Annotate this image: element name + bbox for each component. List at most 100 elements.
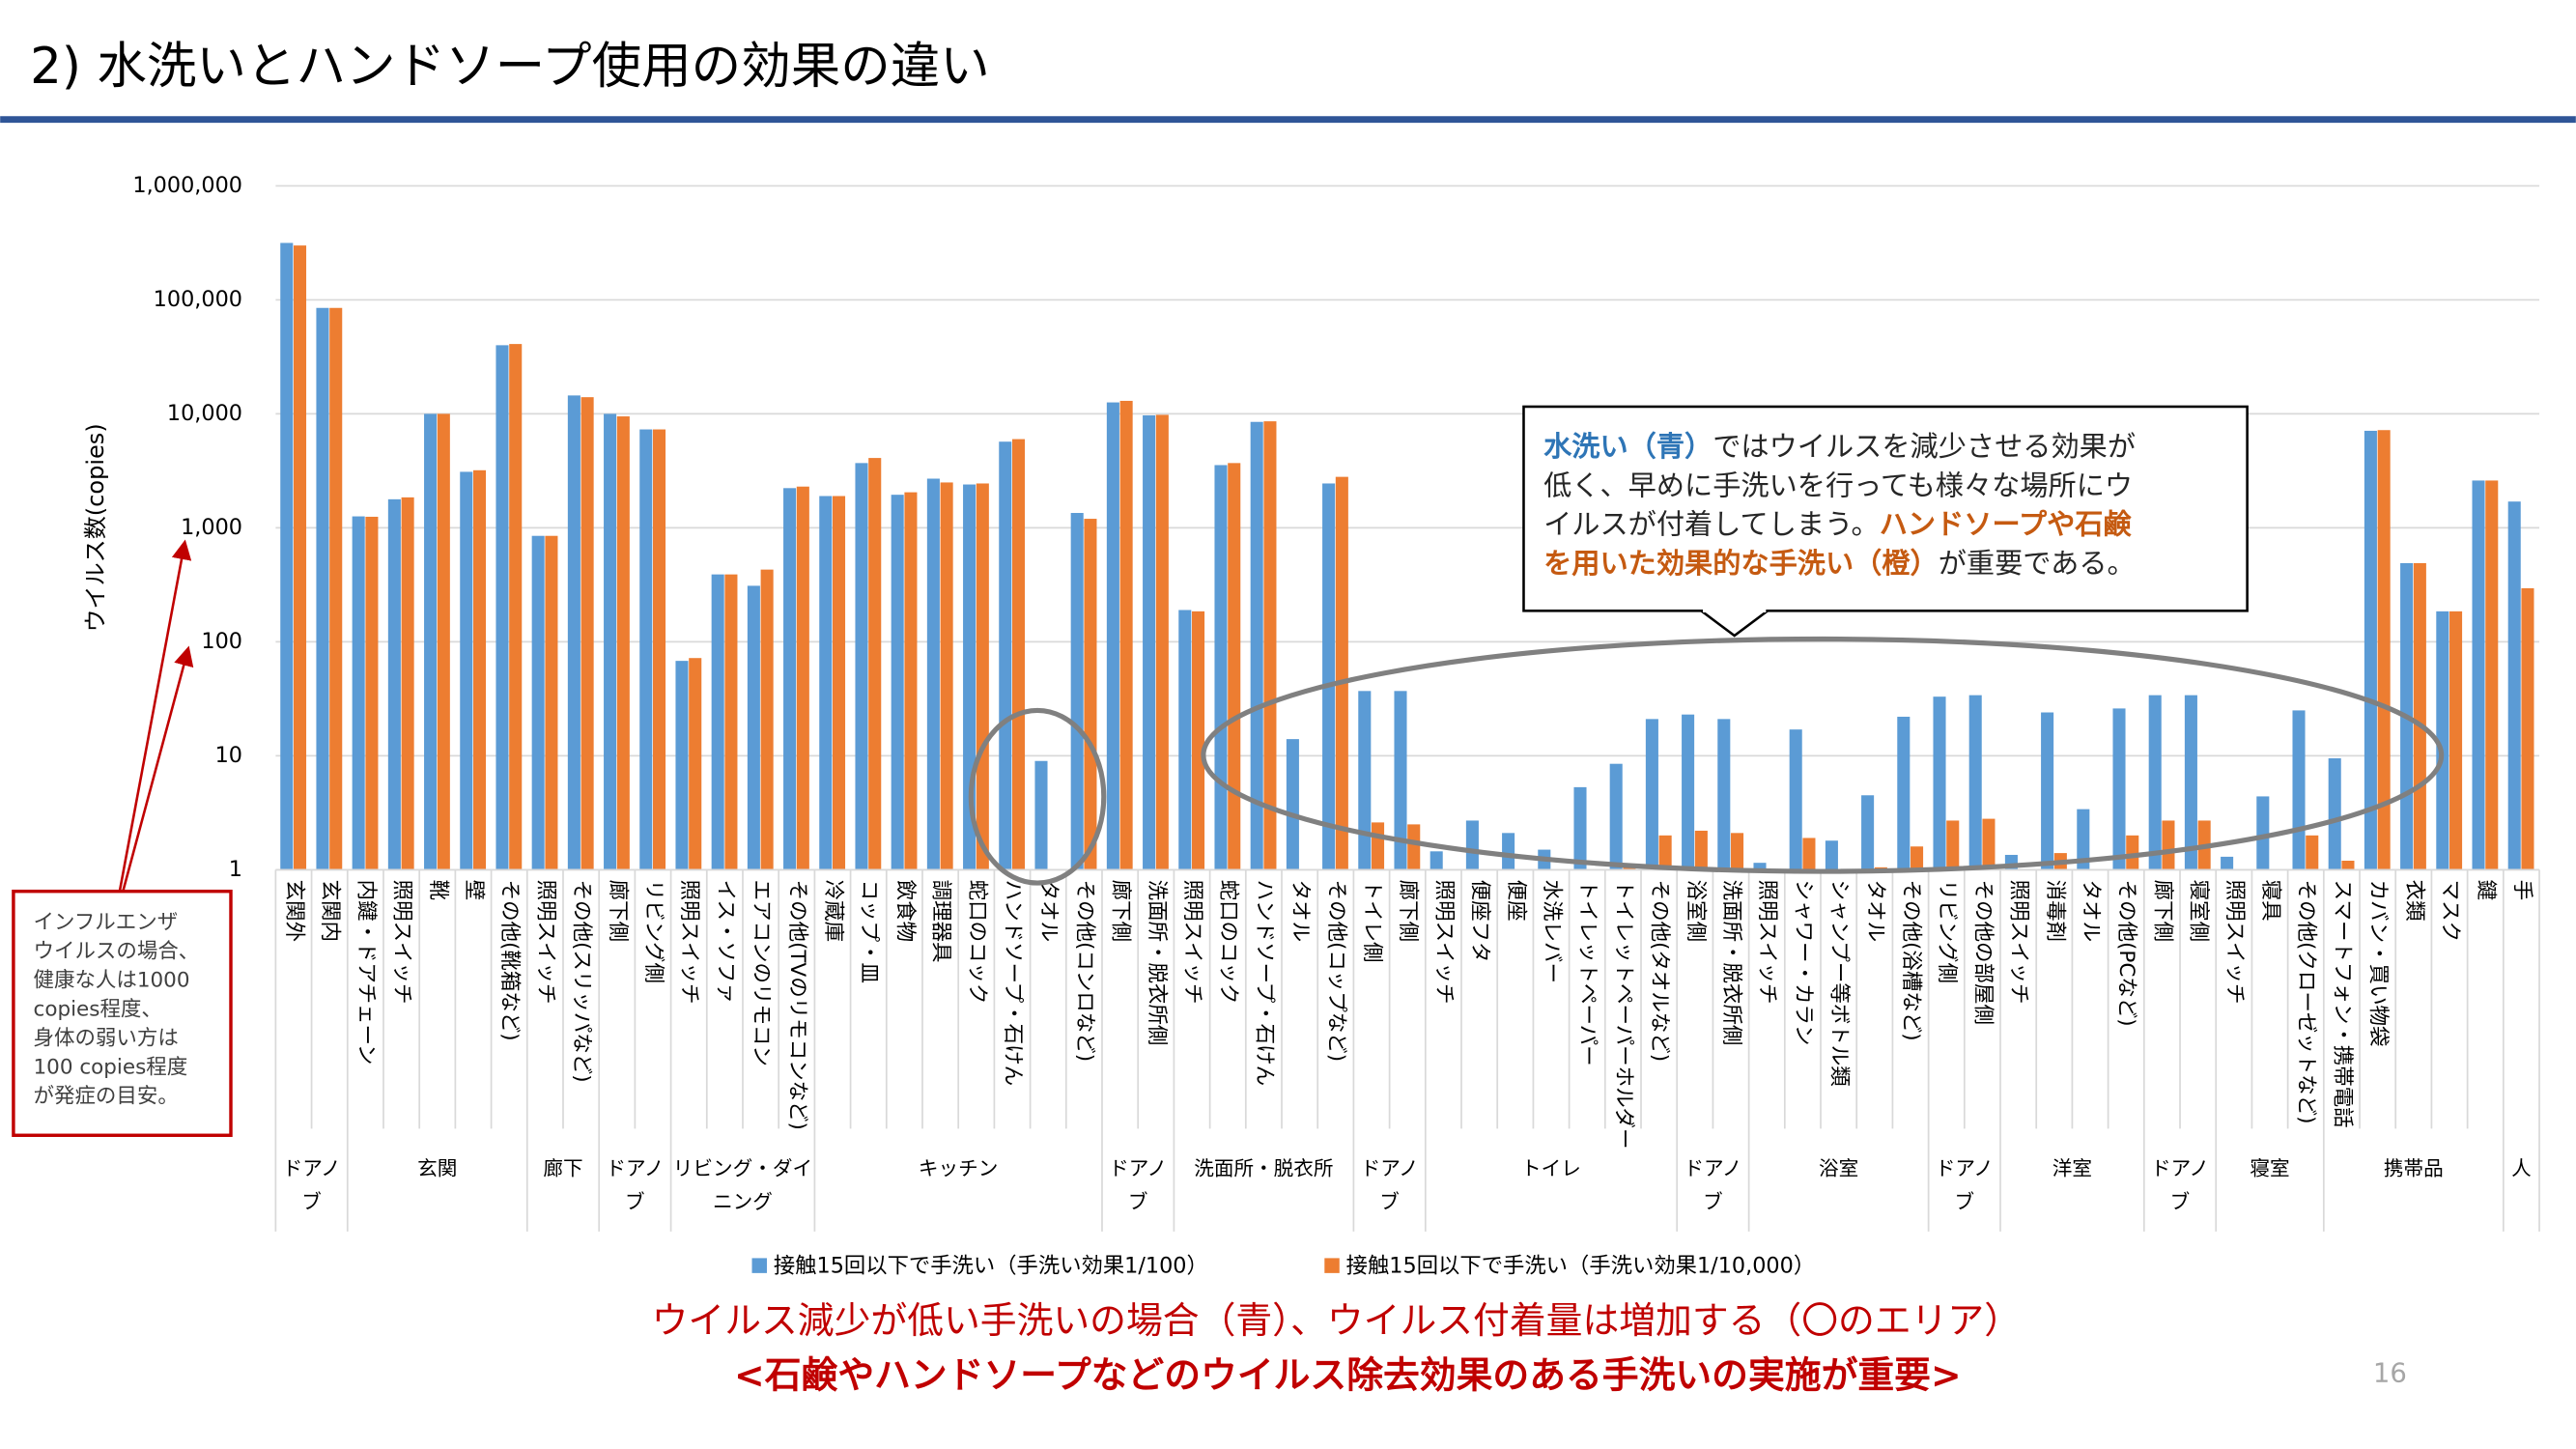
x-tick-label: その他(浴槽など) <box>1899 880 1923 1041</box>
group-label: 洋室 <box>2052 1156 2093 1180</box>
bar <box>2521 587 2534 870</box>
x-tick-label: その他(タオルなど) <box>1648 880 1672 1063</box>
x-tick-label: 飲食物 <box>892 880 917 942</box>
x-tick-label: タオル <box>1863 880 1887 942</box>
x-tick-label: ハンドソープ・石けん <box>1252 880 1276 1086</box>
group-label: トイレ <box>1521 1156 1581 1180</box>
note-box <box>12 889 233 1137</box>
group-label: 人 <box>2511 1156 2532 1180</box>
x-tick-label: 照明スイッチ <box>1755 880 1779 1005</box>
x-tick-label: その他の部屋側 <box>1970 880 1995 1025</box>
bar <box>1012 439 1026 870</box>
x-tick-label: シャンプー等ボトル類 <box>1827 880 1852 1088</box>
note-line: インフルエンザ <box>34 910 179 934</box>
x-tick-label: 廊下側 <box>1109 880 1133 942</box>
note-arrow <box>118 539 192 892</box>
bar <box>2126 835 2139 870</box>
x-tick-label: 廊下側 <box>606 880 630 942</box>
bar <box>1407 824 1421 870</box>
bar <box>1034 760 1048 870</box>
x-tick-label: タオル <box>1036 880 1061 942</box>
x-tick-label: 水洗レバー <box>1540 880 1564 983</box>
legend-label: 接触15回以下で手洗い（手洗い効果1/100） <box>774 1253 1208 1278</box>
x-tick-label: その他(靴箱など) <box>497 880 522 1041</box>
callout-line: 水洗い（青）ではウイルスを減少させる効果が <box>1543 430 2136 463</box>
group-label-box: 人 <box>2511 1156 2532 1180</box>
bar <box>2328 757 2341 870</box>
conclusion-line: <石鹸やハンドソープなどのウイルス除去効果のある手洗いの実施が重要> <box>734 1354 1962 1397</box>
group-label-box: 洋室 <box>2052 1156 2093 1180</box>
group-label: 玄関 <box>417 1156 458 1180</box>
bar <box>567 395 580 870</box>
bar <box>1897 716 1911 870</box>
bar <box>2413 562 2426 870</box>
bar <box>1802 838 1816 870</box>
bar <box>1789 729 1802 870</box>
x-tick-label: イス・ソファ <box>713 880 737 1004</box>
bar <box>1658 835 1672 870</box>
bar <box>904 492 918 870</box>
x-tick-label: 蛇口のコック <box>1216 880 1240 1005</box>
bar <box>833 496 846 870</box>
bar <box>616 416 630 870</box>
bar <box>1372 822 1385 870</box>
callout-line: 低く、早めに手洗いを行っても様々な場所にウ <box>1543 469 2133 501</box>
x-tick-label: リビング側 <box>641 880 665 983</box>
x-tick-label: 靴 <box>426 880 450 900</box>
bar <box>1753 863 1767 870</box>
bar <box>1250 421 1263 870</box>
callout-box <box>1522 405 2249 612</box>
bar <box>1228 463 1241 870</box>
group-label: 寝室 <box>2250 1156 2290 1180</box>
bar <box>711 574 724 870</box>
group-label-box: 寝室 <box>2250 1156 2290 1180</box>
callout-segment: ではウイルスを減少させる効果が <box>1713 430 2136 463</box>
x-tick-label: トイレットペーパーホルダー <box>1611 880 1635 1150</box>
group-label-box: 浴室 <box>1819 1157 1858 1180</box>
bar <box>1335 476 1348 870</box>
bar <box>1430 851 1443 870</box>
group-label-box: ドアノブ <box>283 1157 341 1213</box>
bar <box>437 413 450 870</box>
group-label-box: ドアノブ <box>2150 1156 2210 1214</box>
bar <box>999 441 1012 870</box>
bar <box>2162 820 2175 870</box>
x-tick-label: 衣類 <box>2402 880 2426 922</box>
group-label-box: ドアノブ <box>1684 1157 1741 1213</box>
highlight-ellipse <box>1201 636 2445 874</box>
bar <box>401 497 414 870</box>
bar <box>1070 513 1084 870</box>
bar <box>855 463 868 870</box>
x-tick-label: 消毒剤 <box>2043 880 2067 942</box>
bar <box>2221 856 2234 870</box>
bar <box>783 488 797 870</box>
callout-segment: ハンドソープや石鹸 <box>1880 508 2133 541</box>
x-tick-label: 照明スイッチ <box>2007 880 2031 1005</box>
note-line: 100 copies程度 <box>34 1056 188 1080</box>
x-tick-label: トイレットペーパー <box>1575 880 1599 1066</box>
bar <box>1143 414 1156 870</box>
callout-pointer <box>1700 610 1769 638</box>
highlight-ellipse <box>968 707 1107 886</box>
bar <box>1694 830 1708 870</box>
x-tick-label: 照明スイッチ <box>1180 880 1204 1005</box>
bar <box>1717 719 1731 870</box>
group-label: ドアノブ <box>1360 1156 1419 1214</box>
bar <box>1502 833 1515 870</box>
x-tick-label: 内鍵・ドアチェーン <box>354 880 378 1065</box>
x-tick-label: 照明スイッチ <box>677 880 701 1005</box>
callout-segment: イルスが付着してしまう。 <box>1543 508 1880 541</box>
group-label: ドアノブ <box>2150 1156 2210 1214</box>
note-line: 健康な人は1000 <box>34 968 190 992</box>
y-axis-label: ウイルス数(copies) <box>82 423 109 632</box>
callout-line: を用いた効果的な手洗い（橙）が重要である。 <box>1543 547 2136 580</box>
bar <box>2377 430 2391 870</box>
bar <box>387 498 401 870</box>
bar <box>2364 430 2377 870</box>
bar <box>1358 691 1372 870</box>
x-tick-label: 洗面所・脱衣所側 <box>1719 880 1743 1046</box>
y-tick-label: 1,000 <box>181 515 242 540</box>
bar <box>1178 610 1192 870</box>
